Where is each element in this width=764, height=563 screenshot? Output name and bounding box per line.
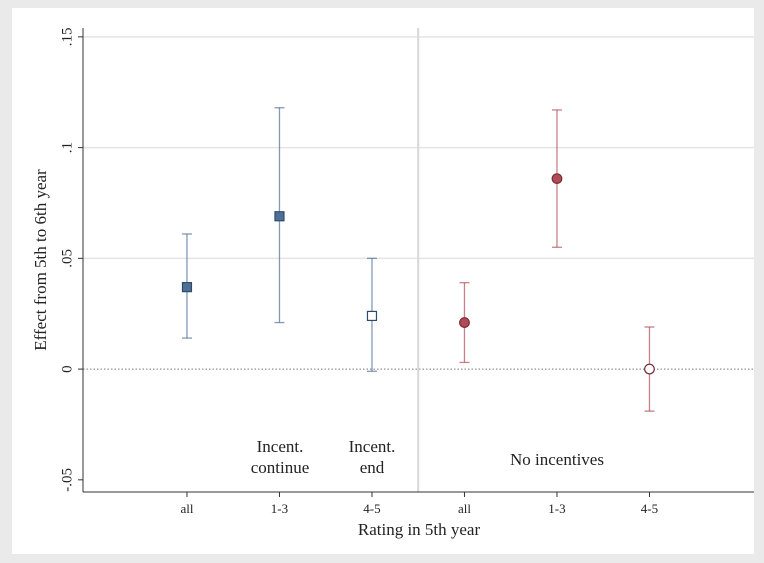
marker bbox=[274, 211, 285, 222]
x-tick-label: 1-3 bbox=[271, 501, 288, 516]
y-tick-label: .1 bbox=[59, 142, 75, 153]
x-tick-label: 1-3 bbox=[548, 501, 565, 516]
marker bbox=[366, 310, 378, 322]
y-tick-label: -.05 bbox=[59, 468, 75, 492]
marker bbox=[459, 317, 470, 328]
marker bbox=[181, 282, 193, 293]
marker bbox=[644, 363, 655, 375]
x-tick-label: 4-5 bbox=[641, 501, 658, 516]
y-tick-label: 0 bbox=[59, 365, 75, 373]
annotation: end bbox=[360, 458, 385, 477]
x-tick-label: all bbox=[458, 501, 471, 516]
annotation: Incent. bbox=[349, 437, 396, 456]
annotation: Incent. bbox=[257, 437, 304, 456]
x-tick-label: all bbox=[180, 501, 193, 516]
y-tick-label: .15 bbox=[59, 27, 75, 46]
annotation: No incentives bbox=[510, 450, 604, 469]
y-axis-label: Effect from 5th to 6th year bbox=[31, 169, 50, 351]
plot-background bbox=[12, 8, 754, 554]
marker bbox=[551, 173, 563, 185]
y-tick-label: .05 bbox=[59, 249, 75, 268]
annotation: continue bbox=[251, 458, 310, 477]
x-tick-label: 4-5 bbox=[363, 501, 380, 516]
x-axis-label: Rating in 5th year bbox=[358, 520, 481, 539]
